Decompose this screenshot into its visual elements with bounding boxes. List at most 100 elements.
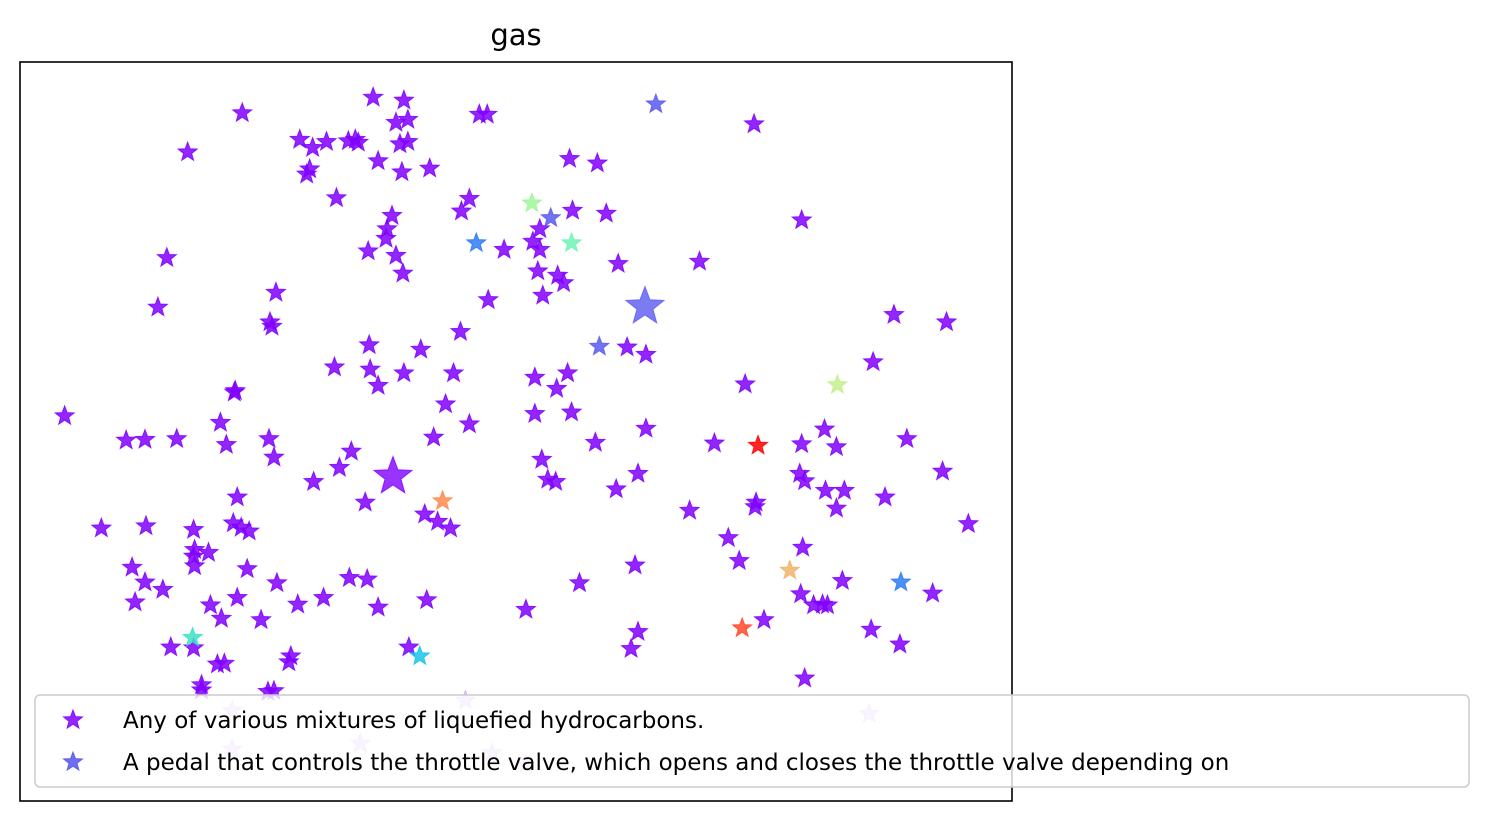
scatter-point bbox=[743, 112, 765, 134]
scatter-point bbox=[458, 412, 481, 434]
scatter-point bbox=[811, 593, 834, 614]
scatter-point bbox=[458, 187, 481, 208]
scatter-point bbox=[392, 261, 414, 283]
scatter-point bbox=[620, 637, 642, 659]
scatter-point bbox=[263, 445, 285, 467]
scatter-point bbox=[860, 618, 883, 639]
scatter-point bbox=[862, 350, 884, 372]
scatter-point bbox=[362, 86, 385, 107]
scatter-point bbox=[813, 417, 836, 439]
scatter-point bbox=[523, 366, 546, 387]
scatter-point bbox=[530, 448, 553, 469]
scatter-point bbox=[215, 433, 238, 455]
scatter-point bbox=[393, 89, 415, 110]
scatter-point bbox=[605, 477, 628, 499]
scatter-point bbox=[176, 140, 199, 162]
scatter-point bbox=[328, 456, 351, 477]
legend-label: A pedal that controls the throttle valve… bbox=[123, 750, 1229, 776]
scatter-point bbox=[181, 626, 204, 647]
scatter-point bbox=[442, 361, 465, 383]
scatter-point bbox=[258, 427, 280, 449]
scatter-point bbox=[226, 485, 249, 507]
scatter-point bbox=[90, 516, 113, 538]
scatter-point bbox=[957, 512, 980, 534]
scatter-point bbox=[703, 431, 726, 453]
scatter-point bbox=[528, 217, 551, 239]
legend: Any of various mixtures of liquefied hyd… bbox=[34, 694, 1470, 788]
scatter-point bbox=[338, 566, 361, 588]
scatter-point bbox=[790, 432, 813, 454]
plot-area bbox=[19, 61, 1013, 802]
scatter-point bbox=[544, 470, 567, 491]
scatter-point bbox=[393, 361, 415, 383]
scatter-point bbox=[560, 231, 583, 253]
scatter-point bbox=[151, 578, 174, 599]
scatter-point bbox=[791, 536, 814, 557]
scatter-point bbox=[449, 320, 472, 341]
scatter-point bbox=[418, 156, 441, 178]
scatter-point bbox=[223, 380, 246, 402]
data-points bbox=[53, 86, 980, 775]
chart-title: gas bbox=[490, 18, 541, 52]
scatter-point bbox=[265, 281, 287, 302]
scatter-point bbox=[238, 519, 261, 541]
scatter-point bbox=[465, 231, 488, 253]
scatter-point bbox=[197, 541, 220, 562]
scatter-point bbox=[434, 392, 457, 414]
scatter-point bbox=[793, 469, 816, 491]
scatter-point bbox=[831, 569, 854, 591]
scatter-point bbox=[121, 556, 143, 577]
scatter-point bbox=[895, 427, 918, 449]
scatter-point bbox=[413, 502, 436, 524]
scatter-point bbox=[261, 315, 283, 336]
scatter-point bbox=[734, 372, 757, 394]
scatter-point bbox=[409, 338, 432, 359]
scatter-point bbox=[526, 259, 549, 281]
scatter-point bbox=[431, 489, 454, 511]
scatter-point bbox=[627, 620, 649, 642]
scatter-point bbox=[731, 616, 754, 638]
legend-marker bbox=[62, 750, 84, 772]
scatter-point bbox=[298, 157, 321, 179]
scatter-point bbox=[635, 417, 657, 438]
scatter-point bbox=[921, 581, 944, 603]
scatter-point bbox=[266, 571, 288, 593]
scatter-point bbox=[426, 510, 449, 531]
scatter-point bbox=[288, 128, 311, 149]
scatter-point bbox=[588, 335, 611, 356]
scatter-point bbox=[558, 147, 581, 169]
scatter-point bbox=[323, 355, 346, 377]
scatter-point bbox=[250, 608, 272, 630]
scatter-point bbox=[814, 479, 837, 500]
scatter-point bbox=[182, 518, 205, 540]
scatter-point bbox=[635, 343, 657, 364]
scatter-point bbox=[790, 208, 813, 230]
scatter-point bbox=[531, 284, 554, 305]
scatter-point bbox=[825, 496, 848, 518]
scatter-point bbox=[375, 227, 397, 248]
scatter-point bbox=[477, 288, 500, 310]
scatter-point bbox=[607, 252, 630, 273]
scatter-point bbox=[286, 593, 309, 614]
scatter-point bbox=[476, 103, 499, 124]
scatter-point bbox=[134, 570, 156, 592]
scatter-point bbox=[874, 485, 896, 507]
scatter-point bbox=[357, 239, 380, 261]
scatter-point bbox=[134, 428, 156, 449]
scatter-point bbox=[560, 400, 583, 422]
scatter-point bbox=[616, 335, 638, 357]
scatter-point bbox=[209, 411, 232, 432]
scatter-point bbox=[385, 244, 407, 265]
scatter-point bbox=[381, 204, 403, 225]
scatter-point bbox=[415, 588, 438, 610]
scatter-point bbox=[539, 206, 562, 228]
scatter-point bbox=[315, 130, 338, 152]
scatter-point bbox=[124, 590, 146, 612]
scatter-point bbox=[347, 131, 370, 152]
scatter-point bbox=[236, 557, 259, 579]
scatter-point bbox=[312, 586, 335, 608]
scatter-point bbox=[226, 586, 249, 608]
scatter-point bbox=[397, 108, 419, 129]
scatter-point bbox=[325, 186, 348, 208]
scatter-point bbox=[935, 310, 958, 332]
